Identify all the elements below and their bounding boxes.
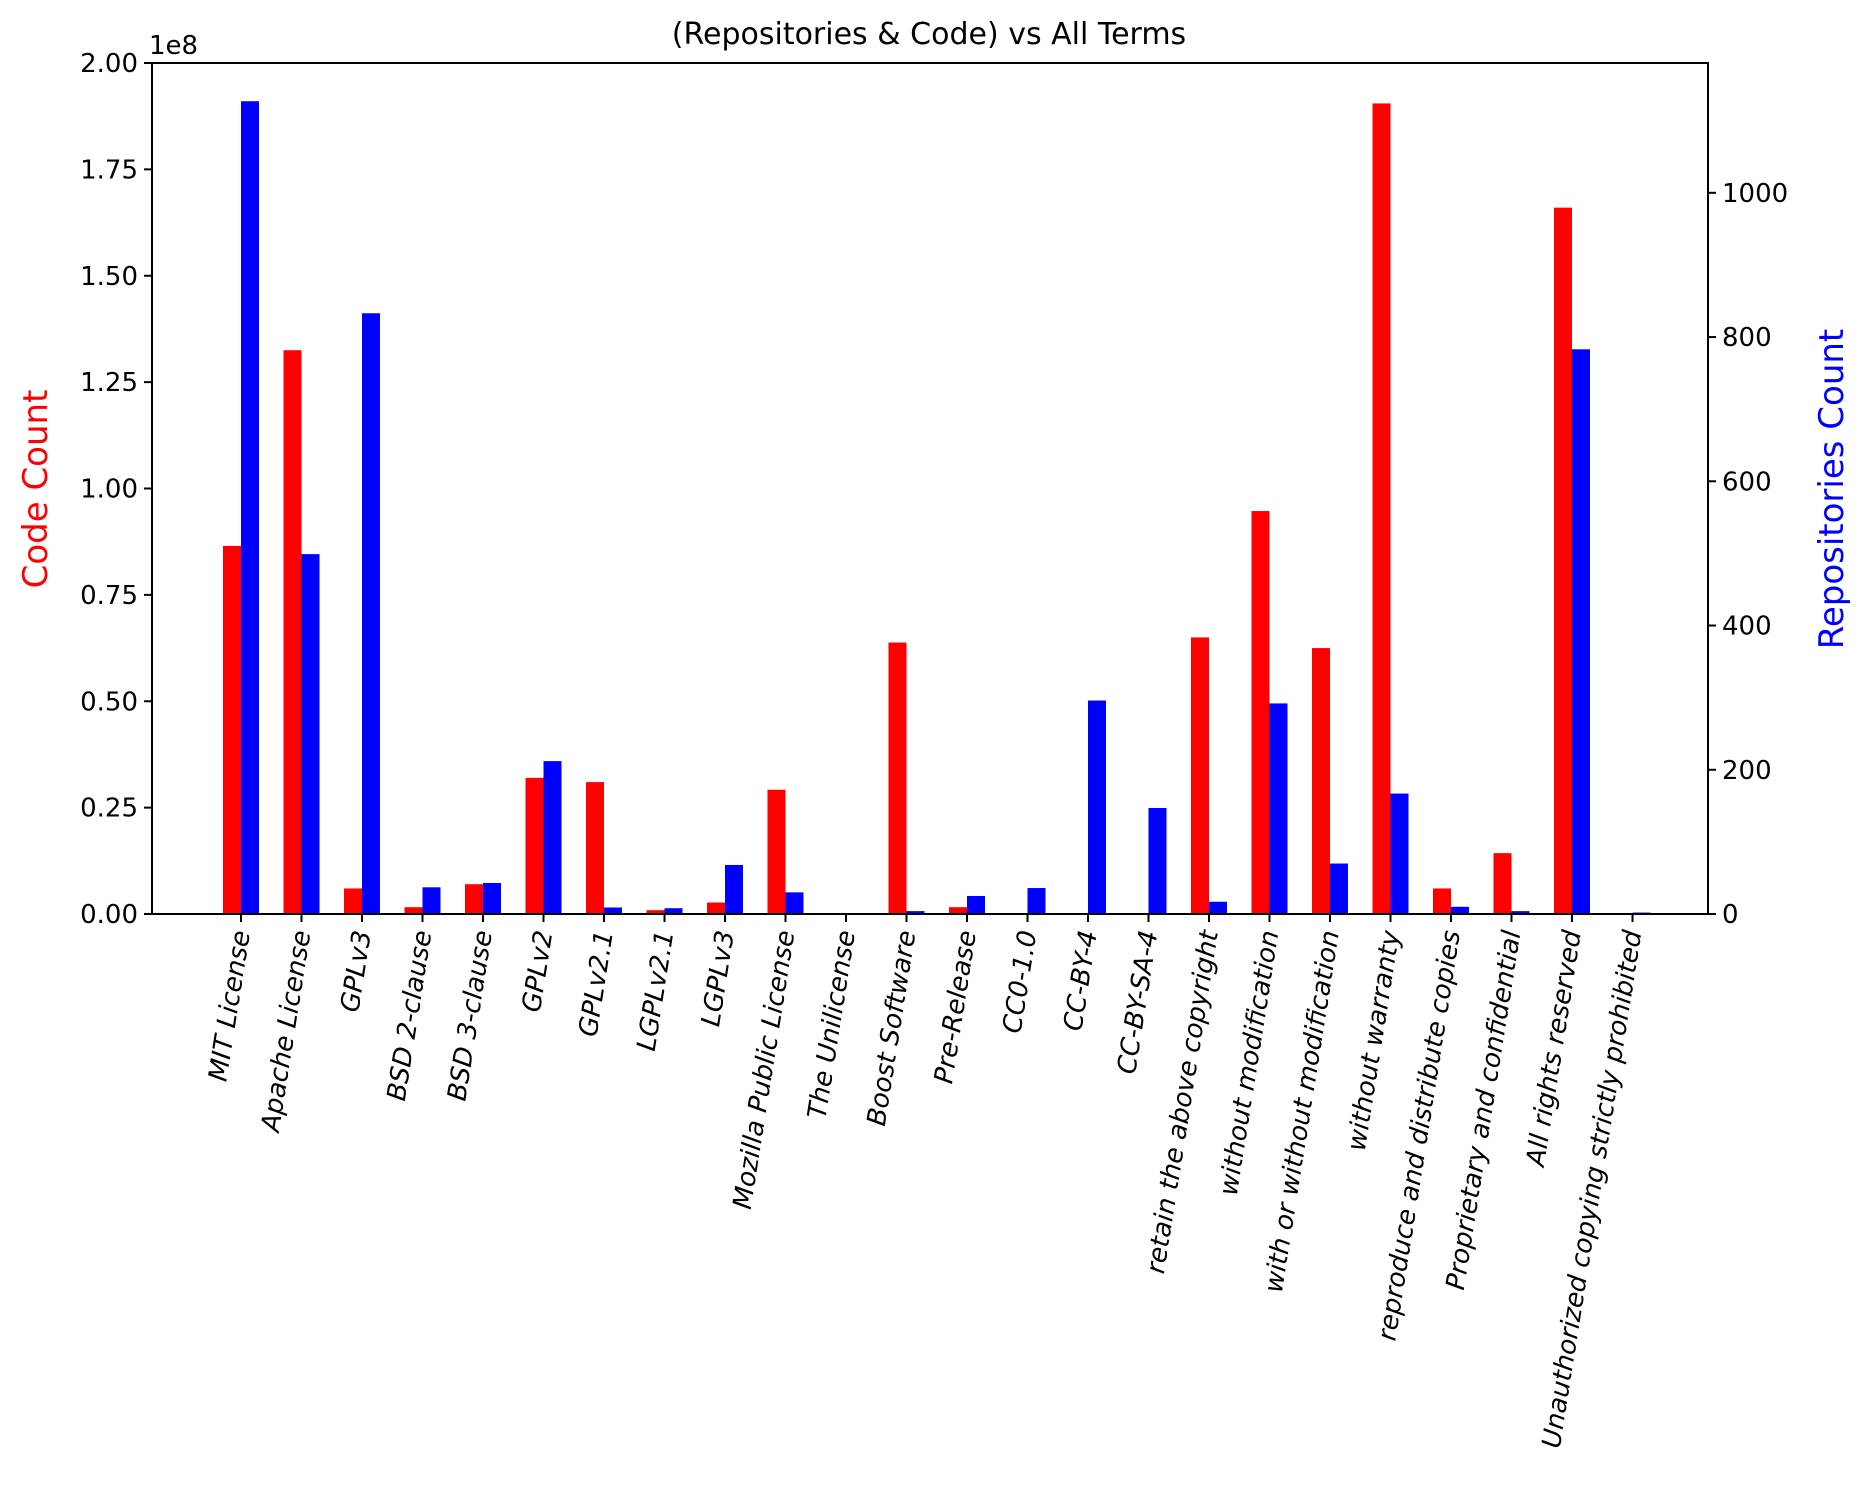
- right-axis-tick-label: 0: [1722, 900, 1739, 930]
- x-axis-category-label: All rights reserved: [1521, 928, 1588, 1170]
- x-axis-category-label: CC0-1.0: [998, 928, 1044, 1035]
- bars-layer: [223, 101, 1651, 915]
- repositories-count-bar: [1330, 863, 1348, 914]
- repositories-count-bar: [543, 761, 562, 914]
- code-count-bar: [223, 545, 241, 914]
- repositories-count-bar: [785, 892, 804, 914]
- repositories-count-bar: [967, 895, 985, 914]
- code-count-bar: [1191, 637, 1209, 914]
- left-axis-tick-label: 2.00: [80, 49, 138, 79]
- repositories-count-bar: [664, 908, 683, 914]
- code-count-bar: [586, 782, 604, 914]
- x-axis-category-label: without modification: [1214, 928, 1286, 1197]
- code-count-bar: [283, 350, 302, 914]
- right-axis-title: Repositories Count: [1812, 329, 1852, 650]
- left-axis-offset-label: 1e8: [149, 31, 198, 61]
- repositories-count-bar: [604, 907, 622, 914]
- chart-title: (Repositories & Code) vs All Terms: [672, 17, 1186, 52]
- repositories-count-bar: [1269, 703, 1288, 914]
- x-axis-category-label: LGPLv2.1: [632, 928, 681, 1053]
- left-axis-tick-label: 0.50: [80, 687, 138, 717]
- repositories-count-bar: [362, 313, 380, 914]
- x-axis-category-label: CC-BY-SA-4: [1112, 928, 1164, 1076]
- repositories-count-bar: [1390, 793, 1409, 914]
- x-axis-category-label: Apache License: [256, 928, 318, 1135]
- code-count-bar: [767, 789, 786, 914]
- code-count-bar: [1493, 853, 1512, 914]
- repositories-count-bar: [1027, 888, 1046, 914]
- x-axis-category-label: The Unilicense: [803, 928, 862, 1120]
- code-count-bar: [888, 642, 907, 914]
- code-count-bar: [1312, 648, 1330, 914]
- code-count-bar: [1554, 207, 1572, 915]
- axes-layer: 0.00 0.25 0.50 0.75 1.00 1.25 1.50 1.75 2.00 0 200…: [80, 49, 1788, 1450]
- repositories-count-bar: [1088, 700, 1106, 914]
- plot-frame: [151, 62, 1709, 915]
- code-count-bar: [949, 907, 967, 914]
- x-axis-category-label: Boost Software: [862, 928, 922, 1128]
- repositories-count-bar: [1148, 807, 1167, 914]
- left-axis-tick-label: 0.25: [80, 794, 138, 824]
- code-count-bar: [344, 888, 362, 914]
- x-axis-category-label: LGPLv3: [696, 928, 741, 1028]
- repositories-count-bar: [1511, 911, 1530, 914]
- repositories-count-bar: [906, 911, 925, 914]
- x-axis-category-label: CC-BY-4: [1058, 928, 1103, 1033]
- left-axis-title: Code Count: [16, 390, 56, 589]
- code-count-bar: [707, 902, 725, 914]
- repositories-count-bar: [1572, 349, 1590, 914]
- right-axis-tick-label: 800: [1722, 323, 1772, 353]
- x-axis-category-label: GPLv2.1: [574, 928, 620, 1038]
- x-axis-category-label: GPLv2: [517, 928, 559, 1014]
- x-axis-category-label: BSD 3-clause: [442, 928, 499, 1103]
- right-axis-tick-label: 400: [1722, 612, 1772, 642]
- left-axis-tick-label: 0.75: [80, 581, 138, 611]
- code-count-bar: [1433, 888, 1451, 914]
- repositories-count-bar: [1451, 906, 1469, 914]
- code-count-bar: [646, 910, 665, 914]
- left-axis-tick-label: 1.50: [80, 262, 138, 292]
- code-count-bar: [1251, 511, 1270, 914]
- right-axis-tick-label: 600: [1722, 467, 1772, 497]
- repositories-count-bar: [1209, 901, 1227, 914]
- code-count-bar: [1372, 103, 1391, 915]
- right-axis-tick-label: 1000: [1722, 179, 1788, 209]
- repositories-count-bar: [725, 864, 743, 914]
- left-axis-tick-label: 1.25: [80, 368, 138, 398]
- x-axis-category-label: Pre-Release: [929, 928, 983, 1085]
- x-axis-category-label: MIT License: [203, 928, 256, 1083]
- right-axis-tick-label: 200: [1722, 756, 1772, 786]
- left-axis-tick-label: 1.75: [80, 155, 138, 185]
- left-axis-tick-label: 0.00: [80, 900, 138, 930]
- repositories-count-bar: [483, 882, 501, 914]
- repositories-count-bar: [241, 101, 259, 914]
- code-count-bar: [465, 884, 483, 914]
- repositories-count-bar: [301, 554, 320, 914]
- x-axis-category-label: GPLv3: [335, 928, 377, 1014]
- code-count-bar: [404, 907, 423, 914]
- x-axis-category-label: BSD 2-clause: [382, 928, 439, 1103]
- code-count-bar: [525, 777, 544, 914]
- x-axis-category-label: without warranty: [1342, 928, 1407, 1153]
- left-axis-tick-label: 1.00: [80, 475, 138, 505]
- repositories-count-bar: [422, 887, 441, 914]
- x-axis-category-label: Mozilla Public License: [728, 928, 802, 1211]
